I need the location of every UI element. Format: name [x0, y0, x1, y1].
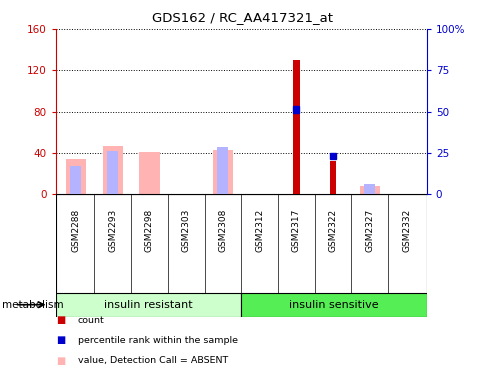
- Text: GSM2327: GSM2327: [364, 209, 374, 252]
- Text: ■: ■: [56, 335, 65, 346]
- Text: GSM2332: GSM2332: [401, 209, 410, 252]
- Bar: [330, 153, 335, 159]
- Text: GSM2288: GSM2288: [71, 209, 80, 252]
- Bar: [103, 146, 122, 194]
- Text: value, Detection Call = ABSENT: value, Detection Call = ABSENT: [77, 356, 227, 365]
- Bar: [56, 293, 241, 317]
- Bar: [329, 161, 336, 194]
- Text: ■: ■: [56, 315, 65, 325]
- Bar: [212, 150, 232, 194]
- Text: GSM2298: GSM2298: [145, 209, 153, 252]
- Text: GSM2293: GSM2293: [108, 209, 117, 252]
- Text: count: count: [77, 316, 104, 325]
- Text: GDS162 / RC_AA417321_at: GDS162 / RC_AA417321_at: [151, 11, 333, 24]
- Bar: [359, 186, 379, 194]
- Text: insulin resistant: insulin resistant: [104, 300, 193, 310]
- Bar: [66, 159, 86, 194]
- Bar: [363, 184, 375, 194]
- Text: GSM2303: GSM2303: [182, 209, 190, 252]
- Text: GSM2312: GSM2312: [255, 209, 264, 252]
- Bar: [107, 151, 118, 194]
- Text: percentile rank within the sample: percentile rank within the sample: [77, 336, 237, 345]
- Text: GSM2308: GSM2308: [218, 209, 227, 252]
- Bar: [70, 166, 81, 194]
- Text: GSM2317: GSM2317: [291, 209, 300, 252]
- Text: GSM2322: GSM2322: [328, 209, 337, 252]
- Bar: [139, 152, 159, 194]
- Text: insulin sensitive: insulin sensitive: [288, 300, 378, 310]
- Bar: [241, 293, 426, 317]
- Bar: [292, 60, 299, 194]
- Bar: [217, 147, 228, 194]
- Text: metabolism: metabolism: [2, 300, 64, 310]
- Text: ■: ■: [56, 355, 65, 366]
- Bar: [293, 107, 299, 113]
